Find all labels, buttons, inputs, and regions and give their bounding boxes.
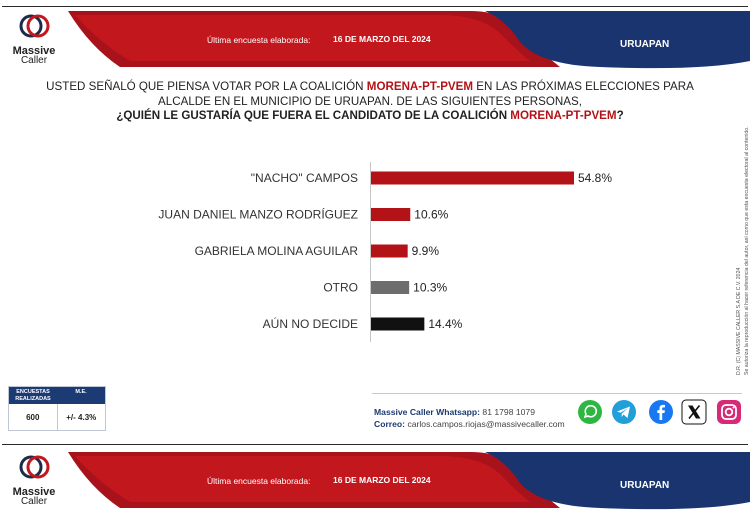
category-label: OTRO [323, 281, 358, 295]
header-top: Massive Caller Última encuesta elaborada… [0, 7, 750, 71]
bar [371, 208, 411, 221]
header-bottom: Massive Caller Última encuesta elaborada… [0, 448, 750, 512]
logo: Massive Caller [8, 13, 60, 73]
logo-bottom: Massive Caller [8, 454, 60, 514]
whatsapp-label: Massive Caller Whatsapp: [374, 407, 481, 417]
last-survey-label: Última encuesta elaborada: [207, 35, 311, 45]
city-label: URUAPAN [620, 39, 670, 50]
question-line-2: ALCALDE EN EL MUNICIPIO DE URUAPAN. DE L… [158, 94, 582, 108]
bar [371, 281, 410, 294]
coalition-name: MORENA-PT-PVEM [366, 80, 474, 93]
question-line-3: ¿QUIÉN LE GUSTARÍA QUE FUERA EL CANDIDAT… [20, 109, 720, 124]
logo-sub-bottom: Caller [20, 496, 48, 507]
survey-info-values: 600 +/- 4.3% [9, 404, 105, 430]
value-label: 54.8% [578, 171, 612, 185]
logo-mark-icon [19, 455, 50, 479]
logo-name-bottom: Massive [12, 486, 56, 498]
bar [371, 244, 408, 258]
bar [371, 317, 425, 331]
copyright-line-1: D.R. (C) MASSIVE CALLER S.A DE C.V. 2024 [736, 267, 742, 375]
email-link[interactable]: carlos.campos.riojas@massivecaller.com [407, 419, 565, 429]
top-border [2, 6, 748, 7]
bar-chart: "NACHO" CAMPOS 54.8% JUAN DANIEL MANZO ROD… [158, 162, 612, 342]
email-contact: Correo: carlos.campos.riojas@massivecall… [374, 419, 565, 429]
value-label: 9.9% [412, 244, 440, 258]
whatsapp-number[interactable]: 81 1798 1079 [482, 407, 535, 417]
value-label: 10.3% [413, 281, 447, 295]
last-survey-date: 16 DE MARZO DEL 2024 [333, 34, 431, 44]
email-label: Correo: [374, 419, 406, 429]
surveys-done-header: ENCUESTAS REALIZADAS [15, 389, 51, 402]
surveys-done-value: 600 [9, 404, 58, 430]
contact-divider [372, 393, 742, 394]
whatsapp-contact: Massive Caller Whatsapp: 81 1798 1079 [374, 407, 535, 417]
question-text-2: EN LAS PRÓXIMAS ELECCIONES PARA [473, 80, 694, 93]
category-label: GABRIELA MOLINA AGUILAR [195, 244, 359, 258]
facebook-icon[interactable] [648, 399, 674, 425]
logo-sub: Caller [20, 55, 48, 66]
x-icon[interactable] [681, 399, 707, 425]
margin-error-value: +/- 4.3% [66, 413, 97, 422]
instagram-icon[interactable] [716, 399, 742, 425]
last-survey-date-bottom: 16 DE MARZO DEL 2024 [333, 475, 431, 485]
coalition-name-2: MORENA-PT-PVEM [510, 109, 617, 122]
survey-info-header: ENCUESTAS REALIZADAS M.E. [9, 387, 105, 404]
question-text-1: USTED SEÑALÓ QUE PIENSA VOTAR POR LA COA… [46, 80, 367, 93]
copyright-line-2: Se autoriza la reproducción al hacer ref… [744, 126, 750, 375]
survey-question: USTED SEÑALÓ QUE PIENSA VOTAR POR LA COA… [20, 80, 720, 124]
header-band [68, 11, 750, 69]
city-label-bottom: URUAPAN [620, 480, 670, 491]
logo-mark-icon [19, 14, 50, 38]
header-band-bottom [68, 452, 750, 510]
last-survey-label-bottom: Última encuesta elaborada: [207, 476, 311, 486]
value-label: 14.4% [428, 317, 462, 331]
margin-error-header: M.E. [75, 389, 87, 395]
bottom-border [2, 444, 748, 445]
telegram-icon[interactable] [611, 399, 637, 425]
bar [371, 171, 574, 185]
category-label: "NACHO" CAMPOS [251, 171, 358, 185]
survey-info-box: ENCUESTAS REALIZADAS M.E. 600 +/- 4.3% [8, 386, 106, 431]
whatsapp-icon[interactable] [577, 399, 603, 425]
logo-name: Massive [12, 45, 56, 57]
question-line-1: USTED SEÑALÓ QUE PIENSA VOTAR POR LA COA… [20, 80, 720, 95]
question-text-3: ¿QUIÉN LE GUSTARÍA QUE FUERA EL CANDIDAT… [116, 109, 511, 122]
category-label: AÚN NO DECIDE [263, 316, 358, 331]
copyright-note: D.R. (C) MASSIVE CALLER S.A DE C.V. 2024… [736, 95, 750, 375]
value-label: 10.6% [414, 208, 448, 222]
question-mark: ? [616, 109, 624, 122]
category-label: JUAN DANIEL MANZO RODRÍGUEZ [158, 207, 358, 222]
